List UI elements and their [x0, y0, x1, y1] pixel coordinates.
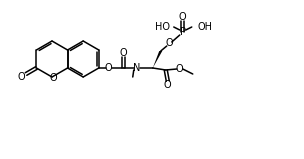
Text: O: O: [176, 64, 184, 74]
Text: O: O: [165, 38, 173, 48]
Text: O: O: [164, 80, 171, 90]
Text: O: O: [105, 63, 112, 73]
Text: OH: OH: [197, 22, 212, 32]
Polygon shape: [153, 51, 162, 68]
Text: HO: HO: [155, 22, 170, 32]
Text: N: N: [133, 63, 140, 73]
Text: O: O: [179, 11, 187, 21]
Text: O: O: [18, 72, 26, 82]
Text: O: O: [49, 73, 57, 83]
Text: P: P: [180, 27, 186, 37]
Text: O: O: [120, 48, 128, 58]
